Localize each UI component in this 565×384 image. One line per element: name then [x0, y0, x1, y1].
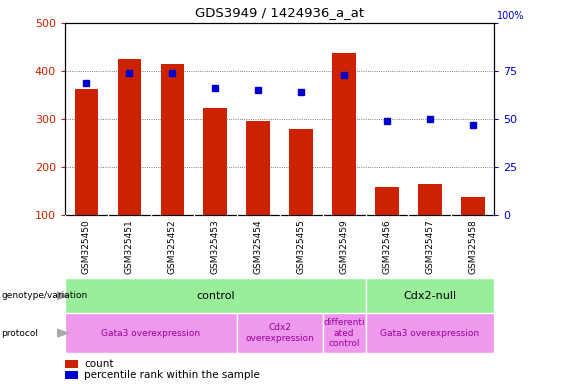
Text: GSM325453: GSM325453 — [211, 219, 220, 274]
Bar — [366, 313, 494, 353]
Title: GDS3949 / 1424936_a_at: GDS3949 / 1424936_a_at — [195, 6, 364, 19]
Bar — [118, 59, 141, 215]
Bar — [323, 313, 366, 353]
Bar — [160, 64, 184, 215]
Bar — [375, 187, 399, 215]
Text: GSM325459: GSM325459 — [340, 219, 349, 274]
Bar — [65, 371, 78, 379]
Text: count: count — [84, 359, 114, 369]
Polygon shape — [56, 328, 71, 338]
Text: Gata3 overexpression: Gata3 overexpression — [380, 329, 480, 338]
Text: GSM325454: GSM325454 — [254, 219, 263, 274]
Bar — [246, 121, 270, 215]
Bar — [237, 313, 323, 353]
Bar — [203, 109, 227, 215]
Text: GSM325457: GSM325457 — [425, 219, 434, 274]
Bar — [461, 197, 485, 215]
Text: GSM325456: GSM325456 — [383, 219, 392, 274]
Text: control: control — [196, 291, 234, 301]
Text: protocol: protocol — [1, 329, 38, 338]
Bar — [75, 89, 98, 215]
Bar — [332, 53, 356, 215]
Bar — [65, 360, 78, 368]
Bar — [289, 129, 313, 215]
Text: Cdx2-null: Cdx2-null — [403, 291, 457, 301]
Text: GSM325458: GSM325458 — [468, 219, 477, 274]
Text: GSM325452: GSM325452 — [168, 219, 177, 274]
Bar — [65, 313, 237, 353]
Text: Cdx2
overexpression: Cdx2 overexpression — [245, 323, 314, 343]
Text: differenti
ated
control: differenti ated control — [323, 318, 365, 348]
Bar — [366, 278, 494, 313]
Text: GSM325455: GSM325455 — [297, 219, 306, 274]
Text: GSM325450: GSM325450 — [82, 219, 91, 274]
Text: 100%: 100% — [497, 11, 524, 21]
Text: GSM325451: GSM325451 — [125, 219, 134, 274]
Text: genotype/variation: genotype/variation — [1, 291, 88, 300]
Text: Gata3 overexpression: Gata3 overexpression — [101, 329, 201, 338]
Polygon shape — [56, 291, 71, 301]
Bar — [418, 184, 442, 215]
Text: percentile rank within the sample: percentile rank within the sample — [84, 370, 260, 380]
Bar — [65, 278, 366, 313]
